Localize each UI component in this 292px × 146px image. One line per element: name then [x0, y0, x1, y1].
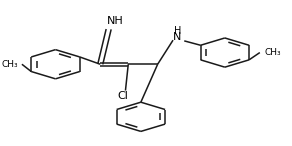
Text: NH: NH [107, 16, 124, 26]
Text: H: H [173, 26, 181, 36]
Text: Cl: Cl [117, 91, 128, 101]
Text: CH₃: CH₃ [264, 48, 281, 57]
Text: CH₃: CH₃ [1, 60, 18, 69]
Text: N: N [173, 32, 181, 42]
